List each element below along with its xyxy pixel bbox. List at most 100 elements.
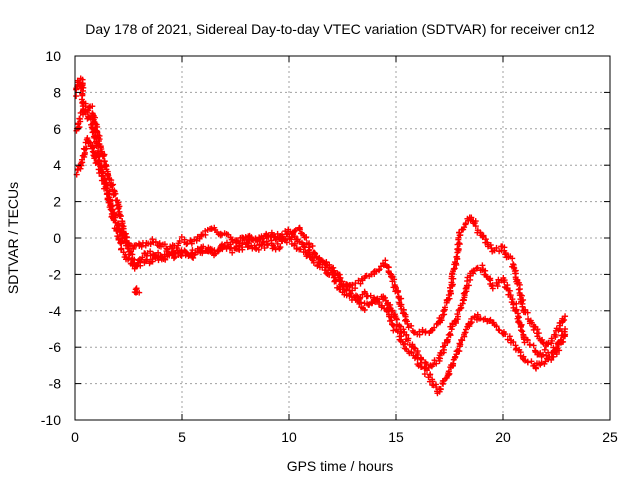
data-point — [219, 241, 226, 248]
data-point — [465, 282, 472, 289]
data-point — [291, 233, 298, 240]
data-point — [245, 240, 252, 247]
data-point — [538, 359, 545, 366]
data-point — [391, 276, 398, 283]
data-point — [446, 295, 453, 302]
data-point — [548, 356, 555, 363]
data-point — [175, 251, 182, 258]
data-point — [444, 336, 451, 343]
y-tick-label: -6 — [49, 339, 62, 355]
data-point — [263, 238, 270, 245]
data-point — [337, 286, 344, 293]
data-point — [191, 251, 198, 258]
data-point — [437, 386, 444, 393]
data-point — [471, 220, 478, 227]
data-point — [416, 331, 423, 338]
data-point — [375, 301, 382, 308]
data-point — [354, 296, 361, 303]
data-point — [366, 301, 373, 308]
data-point — [261, 245, 268, 252]
x-tick-label: 5 — [178, 429, 186, 445]
data-point — [95, 160, 102, 167]
data-point — [426, 371, 433, 378]
data-point — [149, 256, 156, 263]
data-point — [377, 263, 384, 270]
data-point — [408, 322, 415, 329]
data-point — [528, 358, 535, 365]
y-axis-label: SDTVAR / TECUs — [5, 182, 21, 294]
data-point — [518, 327, 525, 334]
data-point — [311, 251, 318, 258]
data-point — [515, 286, 522, 293]
data-point — [336, 271, 343, 278]
data-point — [79, 91, 86, 98]
data-point — [421, 371, 428, 378]
data-point — [504, 336, 511, 343]
data-point — [532, 364, 539, 371]
data-point — [106, 176, 113, 183]
data-point — [264, 242, 271, 249]
data-point — [430, 361, 437, 368]
data-point — [94, 128, 101, 135]
data-point — [433, 360, 440, 367]
data-point — [92, 154, 99, 161]
y-tick-label: -4 — [49, 303, 62, 319]
y-tick-label: -8 — [49, 376, 62, 392]
data-point — [183, 241, 190, 248]
data-point — [354, 297, 361, 304]
data-point — [524, 337, 531, 344]
data-point — [506, 287, 513, 294]
data-point — [112, 190, 119, 197]
data-point — [404, 318, 411, 325]
data-point — [310, 259, 317, 266]
data-point — [534, 326, 541, 333]
data-point — [115, 199, 122, 206]
data-point — [509, 255, 516, 262]
data-point — [487, 316, 494, 323]
data-point — [362, 290, 369, 297]
data-point — [288, 234, 295, 241]
data-point — [518, 292, 525, 299]
data-point — [446, 370, 453, 377]
data-point — [335, 276, 342, 283]
data-point — [117, 239, 124, 246]
data-point — [214, 248, 221, 255]
data-point — [502, 331, 509, 338]
data-point — [394, 328, 401, 335]
data-point — [176, 237, 183, 244]
data-point — [414, 355, 421, 362]
data-point — [178, 233, 185, 240]
data-point — [282, 236, 289, 243]
data-point — [429, 378, 436, 385]
data-point — [512, 270, 519, 277]
data-point — [519, 328, 526, 335]
data-point — [423, 367, 430, 374]
data-point — [89, 103, 96, 110]
data-point — [89, 110, 96, 117]
data-point — [170, 255, 177, 262]
data-point — [479, 233, 486, 240]
data-point — [381, 294, 388, 301]
data-point — [240, 235, 247, 242]
data-point — [76, 115, 83, 122]
data-point — [199, 250, 206, 257]
data-point — [260, 235, 267, 242]
data-point — [144, 256, 151, 263]
data-point — [468, 214, 475, 221]
data-point — [283, 239, 290, 246]
data-point — [461, 331, 468, 338]
data-point — [185, 253, 192, 260]
data-point — [82, 100, 89, 107]
data-point — [519, 303, 526, 310]
data-point — [326, 261, 333, 268]
data-point — [550, 353, 557, 360]
data-points — [73, 75, 569, 397]
y-tick-label: 10 — [45, 48, 61, 64]
y-tick-label: 2 — [53, 194, 61, 210]
y-tick-label: 0 — [53, 230, 61, 246]
data-point — [528, 319, 535, 326]
data-point — [493, 244, 500, 251]
data-point — [101, 151, 108, 158]
data-point — [433, 384, 440, 391]
